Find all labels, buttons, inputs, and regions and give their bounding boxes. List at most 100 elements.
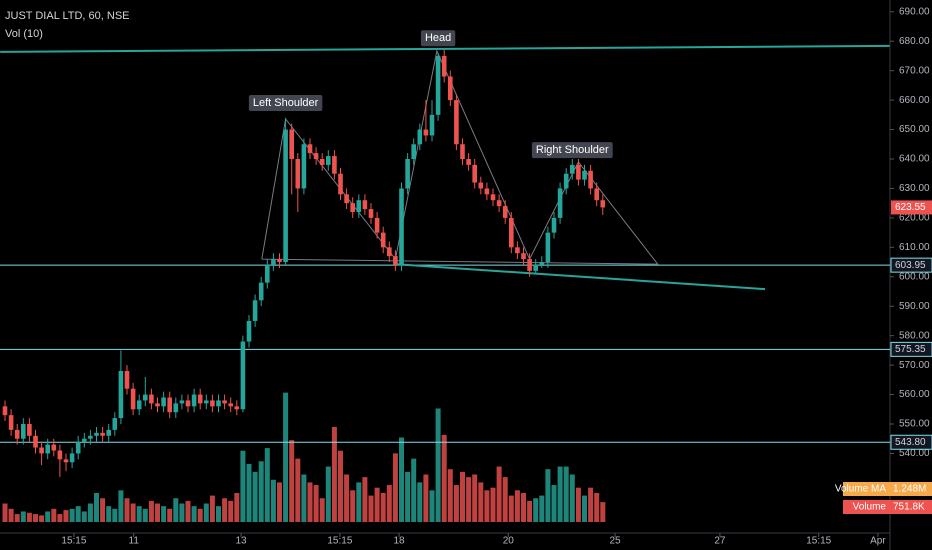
- volume-bar: [57, 514, 63, 522]
- volume-bar: [142, 508, 148, 522]
- price-label: 603.95: [895, 260, 926, 271]
- candle-body: [222, 400, 227, 404]
- candle-body: [161, 397, 166, 407]
- candle-body: [197, 394, 203, 404]
- volume-bar: [87, 503, 93, 522]
- candle-body: [399, 188, 404, 265]
- volume-bar: [557, 466, 563, 522]
- volume-bar: [179, 503, 185, 522]
- candle-body: [563, 173, 569, 189]
- candle-body: [75, 441, 81, 454]
- candle-body: [502, 206, 508, 218]
- volume-bar: [301, 474, 307, 522]
- candle-body: [295, 159, 301, 189]
- volume-bar: [45, 511, 51, 522]
- candle-body: [94, 432, 99, 436]
- candle-body: [484, 188, 490, 195]
- annotation-box: [248, 95, 323, 112]
- y-tick-label: 660.00: [899, 95, 930, 106]
- candle-body: [338, 173, 343, 195]
- x-tick-label: 15:15: [806, 536, 831, 547]
- y-tick-label: 610.00: [899, 242, 930, 253]
- candle-body: [2, 406, 8, 416]
- candle-body: [88, 435, 93, 439]
- candle-body: [33, 435, 38, 448]
- candle-body: [210, 400, 215, 407]
- volume-bar: [569, 474, 575, 522]
- candle-body: [368, 209, 374, 218]
- y-tick-label: 560.00: [899, 389, 930, 400]
- candle-body: [155, 403, 160, 407]
- volume-bar: [527, 500, 533, 522]
- candle-body: [576, 164, 581, 180]
- volume-bar: [20, 511, 26, 522]
- volume-bar: [447, 469, 453, 522]
- candle-body: [460, 144, 465, 159]
- candle-body: [557, 188, 563, 218]
- volume-bar: [411, 458, 417, 522]
- front-layer: 540.00 550.00 560.00 570.00 580.00 590.00 600.…: [61, 6, 932, 547]
- candle-body: [362, 200, 368, 210]
- volume-bar: [124, 498, 130, 522]
- candle-body: [326, 156, 331, 165]
- volume-bar: [94, 492, 99, 522]
- volume-label-value: 751.8K: [893, 502, 925, 513]
- candle-body: [271, 259, 276, 265]
- volume-bar: [392, 453, 398, 522]
- volume-bar: [600, 502, 606, 522]
- volume-bar: [533, 498, 539, 522]
- candle-body: [387, 247, 392, 257]
- price-label-box: [890, 341, 932, 357]
- y-tick-label: 640.00: [899, 154, 930, 165]
- volume-bar: [270, 479, 276, 522]
- volume-bar: [331, 426, 337, 522]
- volume-bar: [405, 471, 411, 522]
- candle-body: [246, 320, 252, 342]
- volume-bar: [216, 506, 221, 522]
- candle-body: [448, 76, 453, 101]
- candle-body: [307, 144, 313, 154]
- candle-body: [228, 403, 233, 407]
- x-tick-label: 11: [129, 536, 140, 547]
- volume-bar: [289, 440, 295, 522]
- y-tick-label: 630.00: [899, 183, 930, 194]
- candle-body: [454, 100, 459, 145]
- volume-bar: [441, 434, 447, 522]
- volume-bar: [514, 490, 520, 522]
- candle-body: [57, 450, 63, 460]
- candle-body: [265, 265, 270, 283]
- candle-body: [350, 203, 355, 212]
- volume-bar: [508, 495, 514, 522]
- volume-bar: [75, 506, 81, 522]
- candle-body: [204, 400, 209, 404]
- y-tick-label: 620.00: [899, 213, 930, 224]
- candle-body: [118, 371, 124, 419]
- candle-body: [14, 429, 20, 439]
- candle-body: [393, 256, 398, 265]
- y-tick-label: 540.00: [899, 448, 930, 459]
- volume-bar: [325, 466, 331, 522]
- candle-body: [411, 144, 416, 159]
- back-layer: [2, 11, 894, 537]
- candle-body: [435, 55, 441, 115]
- volume-bar: [51, 508, 57, 522]
- volume-bar: [423, 474, 429, 522]
- candle-body: [301, 144, 307, 189]
- volume-bar: [356, 482, 362, 522]
- candle-body: [69, 453, 75, 463]
- volume-bar: [521, 492, 526, 522]
- volume-bar: [26, 512, 32, 522]
- volume-bar: [374, 487, 380, 522]
- chart-subtitle: Vol (10): [5, 28, 43, 40]
- candle-body: [582, 170, 587, 180]
- volume-bar: [399, 437, 404, 522]
- chart-title: JUST DIAL LTD, 60, NSE: [5, 10, 130, 22]
- volume-bar: [258, 461, 264, 522]
- candle-body: [545, 232, 551, 263]
- candle-body: [527, 259, 532, 271]
- candle-body: [380, 232, 386, 248]
- last-price-box: [891, 200, 932, 215]
- volume-bar: [539, 495, 545, 522]
- volume-bar: [2, 503, 8, 522]
- last-price-label: 623.55: [895, 202, 926, 213]
